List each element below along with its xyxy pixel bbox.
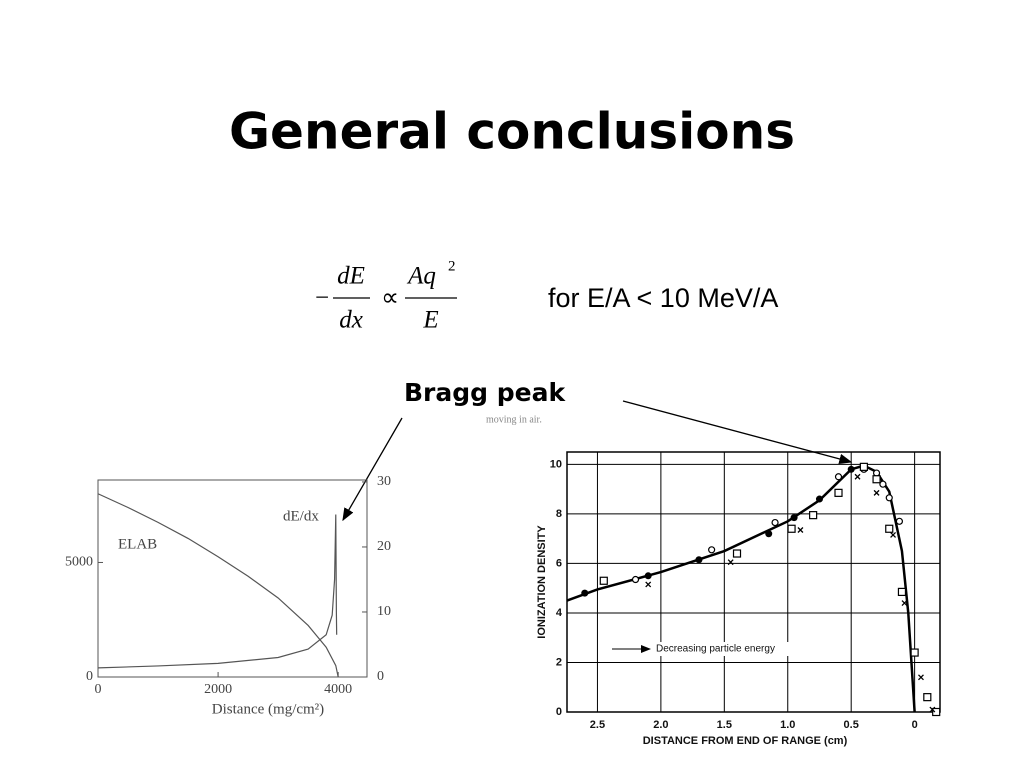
formula: − dE dx ∝ Aq 2 E [315, 258, 457, 334]
open-point [771, 518, 779, 527]
square-point [885, 524, 894, 533]
y-tick-label: 2 [556, 656, 562, 668]
callout: Bragg peak [404, 378, 566, 407]
square-point [834, 488, 843, 497]
square-point [859, 462, 868, 471]
fragment-text: moving in air. [486, 414, 542, 425]
series-line [97, 493, 339, 678]
filled-point [815, 495, 823, 503]
x-point [797, 527, 804, 533]
open-point [631, 575, 640, 584]
open-point [879, 480, 887, 488]
formula-sign: − [315, 285, 329, 312]
y-axis-label: IONIZATION DENSITY [536, 525, 548, 639]
square-point [872, 475, 881, 484]
x-point [645, 581, 652, 588]
y2-tick-label: 10 [377, 604, 391, 619]
x-point [929, 706, 936, 713]
formula-lhs-den: dx [339, 307, 363, 334]
open-point [895, 517, 904, 525]
square-point [932, 707, 941, 717]
open-point [708, 546, 716, 554]
square-point [599, 576, 608, 585]
x-tick-label: 2000 [204, 682, 232, 697]
filled-point [695, 556, 703, 564]
x-point [727, 559, 734, 566]
condition: for E/A < 10 MeV/A [548, 283, 778, 313]
plot-frame [97, 479, 368, 678]
annotation-bg [652, 642, 792, 656]
y-tick-label: 5000 [65, 555, 93, 570]
series-label: dE/dx [283, 508, 319, 524]
callout-arrow [342, 417, 403, 522]
x-tick-label: 2.5 [590, 719, 605, 731]
filled-point [790, 514, 798, 522]
x-point [890, 531, 897, 538]
square-point [787, 524, 796, 533]
formula-rhs-num: Aq [406, 263, 436, 290]
x-point [901, 600, 908, 607]
series-line [566, 464, 916, 713]
formula-rhs-exp: 2 [448, 258, 456, 274]
filled-point [847, 465, 855, 473]
x-tick-label: 1.5 [717, 719, 732, 731]
x-tick-label: 0.5 [844, 719, 859, 731]
x-tick-label: 0 [95, 682, 102, 697]
x-tick-label: 4000 [324, 682, 352, 697]
x-tick-label: 0 [912, 719, 918, 731]
x-tick-label: 1.0 [780, 719, 795, 731]
ionization-chart: 2.5 2.0 1.5 1.0 0.5 0 0 2 4 6 8 10 DISTANCE FROM END… [536, 451, 941, 747]
x-axis-label: DISTANCE FROM END OF RANGE (cm) [643, 735, 848, 747]
square-point [732, 549, 742, 558]
annotation: Decreasing particle energy [656, 644, 775, 655]
y-tick-label: 8 [556, 508, 562, 520]
callout-arrow [622, 400, 853, 464]
x-axis-label: Distance (mg/cm²) [212, 701, 324, 717]
square-point [923, 693, 932, 702]
formula-rhs-den: E [422, 307, 438, 334]
y2-tick-label: 20 [377, 539, 391, 554]
y-tick-label: 0 [556, 706, 562, 718]
formula-relation: ∝ [381, 285, 399, 312]
square-point [910, 648, 919, 657]
y2-tick-label: 0 [377, 669, 384, 684]
slide-title: General conclusions [229, 103, 795, 161]
y-tick-label: 4 [556, 607, 563, 619]
x-point [918, 674, 924, 681]
formula-lhs-num: dE [337, 263, 365, 290]
x-point [854, 473, 861, 480]
open-point [885, 494, 893, 502]
filled-point [644, 572, 652, 580]
series-label: ELAB [118, 536, 157, 552]
y-tick-label: 6 [556, 557, 562, 569]
y2-tick-label: 30 [377, 474, 391, 489]
square-point [809, 511, 818, 520]
x-point [873, 489, 880, 496]
filled-point [765, 530, 773, 538]
energy-chart: 0 2000 4000 0 5000 0 10 20 30 Distance (mg/cm²) EL… [65, 474, 391, 717]
square-point [897, 587, 907, 597]
y-tick-label: 10 [550, 458, 562, 470]
y-tick-label: 0 [86, 669, 93, 684]
filled-point [581, 589, 589, 597]
series-line [97, 514, 338, 669]
x-tick-label: 2.0 [653, 719, 668, 731]
open-point [834, 473, 843, 481]
